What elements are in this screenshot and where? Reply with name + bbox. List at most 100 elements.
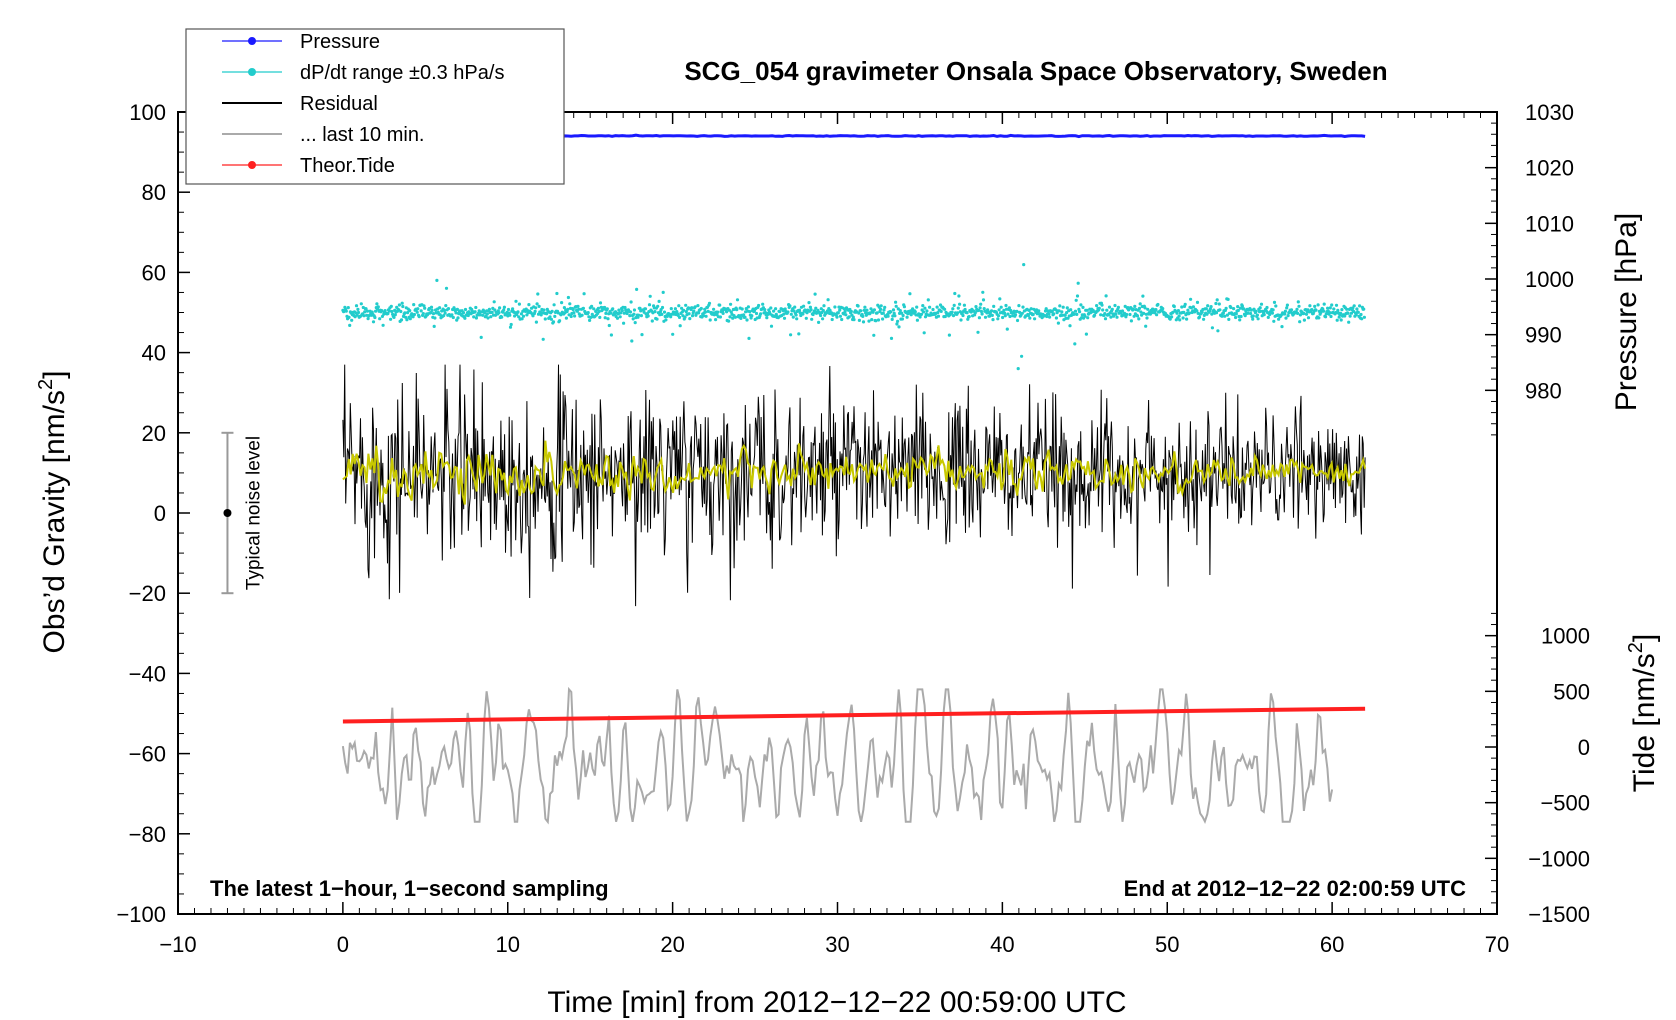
dpdt-point: [1249, 311, 1253, 316]
dpdt-point: [807, 301, 811, 305]
dpdt-point: [1022, 263, 1026, 267]
dpdt-point: [1133, 304, 1137, 308]
dpdt-point: [795, 317, 799, 321]
dpdt-point: [572, 311, 576, 315]
dpdt-point: [895, 322, 899, 326]
dpdt-point: [519, 312, 524, 316]
dpdt-point: [889, 336, 894, 340]
dpdt-point: [371, 320, 376, 324]
dpdt-point: [1079, 303, 1083, 307]
dpdt-point: [463, 316, 467, 320]
dpdt-point: [772, 309, 776, 313]
dpdt-point: [810, 317, 814, 321]
dpdt-point: [564, 316, 569, 320]
dpdt-point: [1217, 302, 1221, 306]
dpdt-point: [534, 306, 538, 310]
dpdt-point: [545, 312, 549, 316]
dpdt-point: [896, 319, 900, 323]
dpdt-point: [977, 308, 981, 312]
dpdt-point: [1114, 312, 1118, 316]
dpdt-point: [355, 313, 359, 317]
y-tick-label: −20: [129, 581, 166, 606]
dpdt-point: [1355, 307, 1359, 311]
dpdt-point: [1180, 305, 1184, 309]
dpdt-point: [603, 305, 607, 310]
dpdt-point: [716, 310, 720, 314]
dpdt-point: [1132, 314, 1136, 318]
dpdt-point: [404, 315, 408, 319]
x-axis-label: Time [min] from 2012−12−22 00:59:00 UTC: [547, 986, 1126, 1019]
dpdt-point: [1336, 308, 1340, 312]
dpdt-point: [521, 314, 526, 318]
dpdt-point: [648, 294, 652, 298]
dpdt-point: [1205, 312, 1209, 316]
dpdt-point: [508, 313, 512, 317]
dpdt-point: [573, 314, 577, 318]
dpdt-point: [1218, 308, 1222, 312]
dpdt-point: [653, 310, 657, 314]
dpdt-point: [956, 306, 960, 310]
dpdt-point: [889, 310, 893, 314]
dpdt-point: [1099, 313, 1103, 317]
dpdt-point: [1189, 297, 1193, 301]
dpdt-point: [647, 303, 652, 307]
dpdt-point: [701, 314, 706, 318]
dpdt-point: [568, 302, 572, 306]
dpdt-point: [1297, 304, 1301, 308]
dpdt-point: [981, 298, 986, 302]
dpdt-point: [859, 309, 863, 313]
dpdt-point: [422, 304, 426, 308]
dpdt-point: [399, 318, 404, 322]
dpdt-point: [1150, 311, 1154, 315]
dpdt-point: [1069, 308, 1073, 312]
y-axis-label-left-end: ]: [38, 371, 71, 379]
dpdt-point: [1280, 325, 1284, 329]
y-axis-label-tide: Tide [nm/s2]: [1625, 634, 1661, 792]
dpdt-point: [1081, 305, 1085, 309]
y-tick-label: 100: [129, 100, 166, 125]
dpdt-point: [840, 317, 844, 322]
dpdt-point: [1177, 314, 1181, 318]
legend-entry: dP/dt range ±0.3 hPa/s: [222, 62, 504, 84]
legend-entry: Residual: [222, 93, 378, 115]
dpdt-point: [882, 308, 886, 312]
dpdt-point: [1033, 317, 1037, 321]
dpdt-point: [421, 312, 425, 316]
dpdt-point: [551, 320, 556, 324]
dpdt-point: [740, 307, 744, 311]
dpdt-point: [1145, 316, 1149, 320]
dpdt-point: [870, 318, 874, 322]
pressure-tick-label: 1030: [1525, 100, 1574, 125]
dpdt-point: [1142, 311, 1146, 315]
dpdt-point: [1095, 304, 1099, 308]
dpdt-point: [1345, 307, 1349, 311]
dpdt-point: [1086, 316, 1090, 320]
dpdt-point: [1295, 307, 1299, 311]
dpdt-point: [979, 302, 983, 306]
dpdt-point: [598, 301, 603, 305]
dpdt-point: [1348, 314, 1352, 318]
dpdt-point: [509, 322, 513, 327]
dpdt-point: [1308, 304, 1312, 308]
dpdt-point: [1285, 303, 1289, 307]
dpdt-point: [1274, 304, 1278, 308]
dpdt-point: [619, 311, 623, 315]
dpdt-point: [1120, 309, 1125, 313]
x-tick-label: −10: [159, 932, 196, 957]
dpdt-point: [731, 316, 735, 320]
dpdt-point: [415, 310, 419, 314]
legend-label: ... last 10 min.: [300, 124, 425, 146]
dpdt-point: [630, 339, 634, 343]
dpdt-point: [366, 317, 370, 321]
dpdt-point: [405, 318, 409, 322]
dpdt-point: [483, 311, 487, 315]
dpdt-point: [727, 319, 731, 323]
dpdt-point: [660, 305, 665, 310]
dpdt-point: [1200, 310, 1204, 314]
dpdt-point: [1262, 313, 1266, 317]
dpdt-point: [435, 278, 439, 282]
dpdt-point: [1185, 317, 1189, 321]
dpdt-point: [1302, 318, 1306, 322]
dpdt-point: [493, 308, 497, 312]
dpdt-point: [502, 308, 506, 312]
